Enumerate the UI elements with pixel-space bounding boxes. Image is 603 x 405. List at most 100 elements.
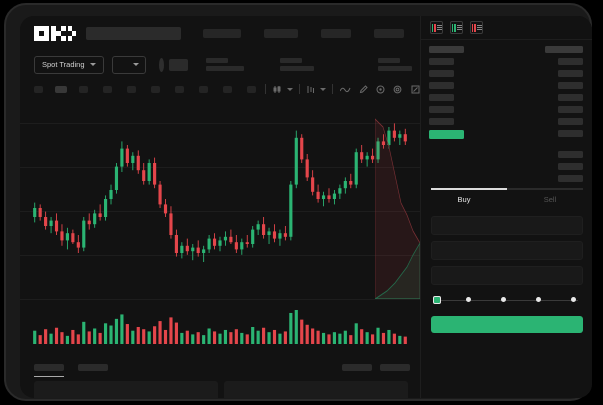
orderbook-bid-row[interactable] xyxy=(558,82,583,89)
order-entry-form xyxy=(421,216,592,333)
timeframe-1d[interactable] xyxy=(150,85,160,93)
nav-item-1[interactable] xyxy=(203,28,241,38)
bottom-action-1[interactable] xyxy=(342,363,372,371)
orderbook-bid-row[interactable] xyxy=(558,106,583,113)
order-book-asks-column xyxy=(429,46,464,144)
orderbook-bid-row[interactable] xyxy=(558,118,583,125)
orders-panel xyxy=(20,359,420,398)
timeframe-1w[interactable] xyxy=(174,85,184,93)
orderbook-view-asks-icon[interactable] xyxy=(470,21,483,34)
nav-item-4[interactable] xyxy=(374,28,404,38)
candlestick-series xyxy=(33,123,407,262)
order-total-input[interactable] xyxy=(431,266,583,285)
orderbook-ask-row[interactable] xyxy=(429,70,454,77)
indicators-icon[interactable] xyxy=(306,85,315,94)
toolbar-divider xyxy=(265,84,266,94)
fullscreen-icon[interactable] xyxy=(411,85,420,94)
candle-type-icon[interactable] xyxy=(273,85,282,94)
slider-step-25[interactable] xyxy=(466,297,471,302)
nav-item-2[interactable] xyxy=(264,28,298,38)
bottom-tab-order-history[interactable] xyxy=(78,363,108,371)
okx-logo-icon[interactable] xyxy=(34,25,76,41)
order-book-bids-column xyxy=(545,46,583,187)
header-search-input[interactable] xyxy=(86,26,181,40)
orderbook-view-bids-icon[interactable] xyxy=(450,21,463,34)
orders-actions xyxy=(342,363,420,371)
market-type-label: Spot Trading xyxy=(42,60,85,69)
orderbook-bid-row[interactable] xyxy=(558,163,583,170)
timeframe-1m[interactable] xyxy=(34,85,44,93)
stat-last-price xyxy=(206,58,244,71)
depth-chart-overlay xyxy=(375,118,420,299)
orders-tabs xyxy=(20,359,420,377)
slider-track xyxy=(436,299,578,301)
drawing-pencil-icon[interactable] xyxy=(359,84,368,94)
chart-gridlines xyxy=(20,99,420,359)
chevron-down-icon xyxy=(132,63,139,66)
settings-gear-icon[interactable] xyxy=(393,85,402,94)
orderbook-ask-row[interactable] xyxy=(429,58,454,65)
timeframe-1h[interactable] xyxy=(102,85,112,93)
bottom-action-2[interactable] xyxy=(380,363,410,371)
slider-handle[interactable] xyxy=(433,296,441,304)
tab-buy[interactable]: Buy xyxy=(457,195,471,204)
bottom-card-right xyxy=(224,381,408,398)
timeframe-5m[interactable] xyxy=(55,85,67,93)
price-chart[interactable] xyxy=(20,99,420,359)
timeframe-1mo[interactable] xyxy=(198,85,208,93)
nav-item-3[interactable] xyxy=(321,28,351,38)
orderbook-ask-row[interactable] xyxy=(429,118,454,125)
slider-step-75[interactable] xyxy=(536,297,541,302)
buy-sell-indicator xyxy=(431,188,583,190)
device-bezel: Spot Trading xyxy=(4,3,592,401)
orderbook-bid-row[interactable] xyxy=(558,151,583,158)
order-book-body[interactable] xyxy=(421,40,592,200)
slider-step-50[interactable] xyxy=(501,297,506,302)
timeframe-more[interactable] xyxy=(222,85,232,93)
bottom-card-left xyxy=(34,381,218,398)
orderbook-bid-row[interactable] xyxy=(558,58,583,65)
orders-placeholder-cards xyxy=(20,375,420,398)
app-screen: Spot Trading xyxy=(20,16,592,398)
indicators-chevron-icon[interactable] xyxy=(320,87,327,91)
orderbook-bid-row[interactable] xyxy=(558,130,583,137)
timeframe-custom[interactable] xyxy=(247,85,257,93)
orderbook-col-header-right xyxy=(545,46,583,53)
timeframe-4h[interactable] xyxy=(126,85,136,93)
orderbook-bid-row[interactable] xyxy=(558,94,583,101)
slider-step-100[interactable] xyxy=(571,297,576,302)
order-book-panel: Buy Sell xyxy=(420,16,592,398)
toolbar-divider xyxy=(298,84,300,94)
order-percent-slider[interactable] xyxy=(433,295,581,305)
orderbook-ask-row[interactable] xyxy=(429,106,454,113)
tab-sell[interactable]: Sell xyxy=(543,195,557,204)
buy-sell-tabs: Buy Sell xyxy=(421,188,592,214)
orderbook-view-both-icon[interactable] xyxy=(430,21,443,34)
toolbar-divider xyxy=(332,84,333,94)
order-price-input[interactable] xyxy=(431,216,583,235)
orderbook-ask-row[interactable] xyxy=(429,82,454,89)
trading-pair-select[interactable] xyxy=(111,55,146,74)
order-amount-input[interactable] xyxy=(431,241,583,260)
chevron-down-icon xyxy=(89,63,96,66)
order-book-header xyxy=(421,16,592,40)
last-price-display xyxy=(168,58,188,71)
coin-avatar-icon xyxy=(158,57,164,72)
bottom-tab-open-orders[interactable] xyxy=(34,363,64,377)
market-type-dropdown[interactable]: Spot Trading xyxy=(34,55,104,74)
submit-buy-button[interactable] xyxy=(431,316,583,333)
candle-type-chevron-icon[interactable] xyxy=(286,87,293,91)
timeframe-15m[interactable] xyxy=(78,85,88,93)
orderbook-ask-row[interactable] xyxy=(429,94,454,101)
line-chart-icon[interactable] xyxy=(339,85,351,94)
orderbook-col-header-left xyxy=(429,46,464,53)
volume-histogram xyxy=(33,310,407,344)
orderbook-last-price-row xyxy=(429,130,464,139)
stat-change-24h xyxy=(280,58,314,71)
stat-high-24h xyxy=(378,58,412,71)
orderbook-bid-row[interactable] xyxy=(558,70,583,77)
magnet-icon[interactable] xyxy=(376,85,385,94)
chart-toolbar xyxy=(20,79,420,99)
orderbook-bid-row[interactable] xyxy=(558,175,583,182)
